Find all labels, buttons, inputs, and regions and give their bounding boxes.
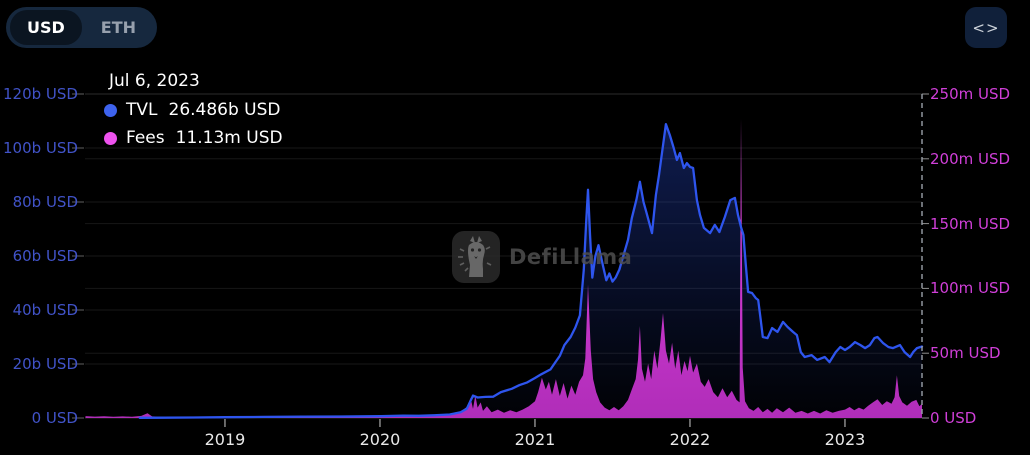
left-axis-label: 60b USD: [12, 247, 78, 265]
right-axis-label: 100m USD: [930, 279, 1011, 298]
currency-option-usd[interactable]: USD: [10, 10, 82, 45]
code-icon: <>: [972, 18, 1000, 37]
right-axis-label: 200m USD: [930, 149, 1011, 168]
tooltip-row-tvl: TVL 26.486b USD: [104, 96, 283, 124]
tooltip-tvl-label: TVL: [126, 100, 158, 120]
x-axis-label: 2023: [824, 430, 866, 449]
tooltip-fees-label: Fees: [126, 128, 165, 148]
x-axis-label: 2019: [204, 430, 246, 449]
tooltip-row-fees: Fees 11.13m USD: [104, 124, 283, 152]
embed-code-button[interactable]: <>: [965, 7, 1007, 48]
right-axis-label: 50m USD: [930, 344, 1001, 363]
fees-dot-icon: [104, 131, 117, 145]
left-axis-label: 0 USD: [31, 409, 78, 427]
right-axis-label: 250m USD: [930, 85, 1011, 103]
tvl-dot-icon: [104, 103, 117, 117]
chart-tooltip: Jul 6, 2023 TVL 26.486b USD Fees 11.13m …: [104, 71, 283, 152]
right-axis-label: 150m USD: [930, 214, 1011, 233]
left-axis-label: 120b USD: [3, 85, 78, 103]
x-axis-label: 2022: [669, 430, 711, 449]
left-axis-label: 80b USD: [12, 193, 78, 211]
x-axis-label: 2021: [514, 430, 556, 449]
left-axis-label: 20b USD: [12, 355, 78, 373]
currency-option-eth[interactable]: ETH: [84, 10, 153, 45]
tooltip-tvl-value: 26.486b USD: [168, 100, 281, 120]
tooltip-fees-value: 11.13m USD: [175, 128, 283, 148]
left-axis-label: 40b USD: [12, 301, 78, 319]
tooltip-date: Jul 6, 2023: [109, 71, 200, 91]
right-axis-label: 0 USD: [930, 409, 977, 427]
x-axis-label: 2020: [359, 430, 401, 449]
left-axis-label: 100b USD: [3, 139, 78, 157]
currency-toggle: USD ETH: [6, 7, 158, 48]
